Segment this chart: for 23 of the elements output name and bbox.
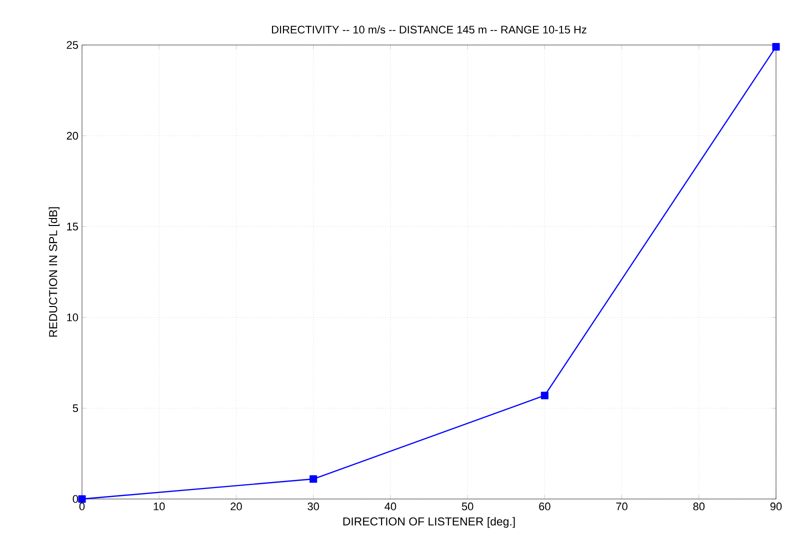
- x-tick-label: 10: [154, 502, 165, 510]
- y-axis-title: REDUCTION IN SPL [dB]: [48, 207, 60, 337]
- point: [772, 43, 780, 51]
- y-tick-label: 10: [67, 314, 78, 322]
- x-tick-label: 90: [770, 502, 782, 510]
- y-tick-label: 0: [72, 495, 78, 503]
- chart-title: DIRECTIVITY -- 10 m/s -- DISTANCE 145 m -- RANGE 10-15 Hz: [272, 25, 586, 34]
- x-tick-label: 50: [462, 502, 474, 510]
- x-tick-label: 70: [616, 502, 628, 510]
- x-axis-title: DIRECTION OF LISTENER [deg.]: [343, 517, 515, 528]
- x-tick-label: 40: [384, 502, 396, 510]
- point: [78, 495, 86, 503]
- x-tick-label: 0: [79, 502, 85, 510]
- point: [310, 475, 318, 483]
- x-tick-label: 60: [539, 502, 550, 510]
- x-tick-label: 30: [308, 502, 319, 510]
- point: [540, 392, 548, 400]
- y-tick-label: 25: [66, 41, 78, 49]
- y-tick-label: 20: [66, 132, 78, 140]
- x-tick-label: 80: [693, 502, 705, 510]
- y-tick-label: 5: [72, 404, 78, 412]
- y-tick-label: 15: [67, 222, 78, 230]
- x-tick-label: 20: [230, 502, 242, 510]
